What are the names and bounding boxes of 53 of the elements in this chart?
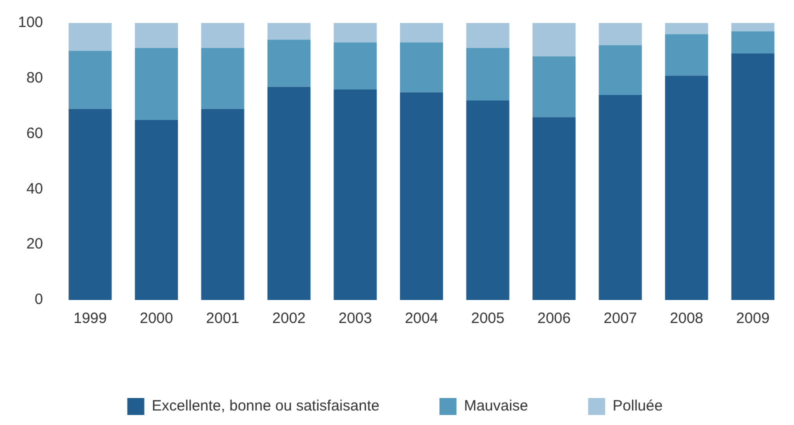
x-tick-label: 2006 — [537, 310, 571, 328]
bar — [598, 23, 642, 46]
bar — [731, 53, 774, 300]
bar — [598, 45, 642, 96]
bar — [134, 23, 178, 48]
y-tick-label: 20 — [26, 236, 44, 253]
bar — [201, 23, 244, 48]
bar — [532, 23, 576, 56]
x-tick-label: 2005 — [471, 310, 504, 328]
x-tick-label: 1999 — [73, 310, 107, 328]
y-tick-label: 80 — [26, 70, 44, 87]
bar — [665, 23, 708, 34]
bar — [201, 108, 244, 300]
bar — [400, 42, 444, 92]
bar — [598, 95, 642, 300]
y-tick-label: 100 — [18, 14, 44, 32]
bar — [134, 48, 178, 120]
bar — [267, 86, 311, 300]
bar — [334, 42, 377, 90]
bar — [466, 100, 510, 300]
bar — [267, 23, 311, 40]
y-tick-label: 40 — [26, 180, 44, 198]
bar — [400, 23, 444, 42]
x-tick-label: 2008 — [670, 310, 704, 328]
bar — [466, 23, 510, 48]
bar — [466, 48, 510, 101]
x-tick-label: 2002 — [272, 310, 306, 328]
bar — [334, 23, 377, 42]
bar — [68, 108, 112, 300]
bar — [400, 92, 444, 300]
bar — [201, 48, 244, 109]
bar — [68, 23, 112, 51]
x-tick-label: 2000 — [140, 310, 174, 328]
legend-label: Polluée — [612, 398, 663, 415]
legend-label: Mauvaise — [464, 398, 528, 415]
bar — [731, 23, 774, 32]
bar — [532, 56, 576, 118]
bar — [731, 31, 774, 54]
y-tick-label: 0 — [34, 291, 44, 308]
x-tick-label: 2003 — [338, 310, 372, 328]
bar — [532, 117, 576, 300]
bar — [267, 40, 311, 87]
bar — [665, 76, 708, 300]
x-tick-label: 2004 — [404, 310, 438, 328]
bar — [334, 89, 377, 300]
y-tick-label: 60 — [26, 124, 44, 142]
x-tick-label: 2001 — [206, 310, 240, 328]
x-tick-label: 2007 — [604, 310, 638, 328]
bar — [68, 50, 112, 109]
bar — [665, 34, 708, 76]
bar — [134, 120, 178, 300]
legend-label: Excellente, bonne ou satisfaisante — [152, 398, 380, 415]
x-tick-label: 2009 — [736, 310, 770, 328]
